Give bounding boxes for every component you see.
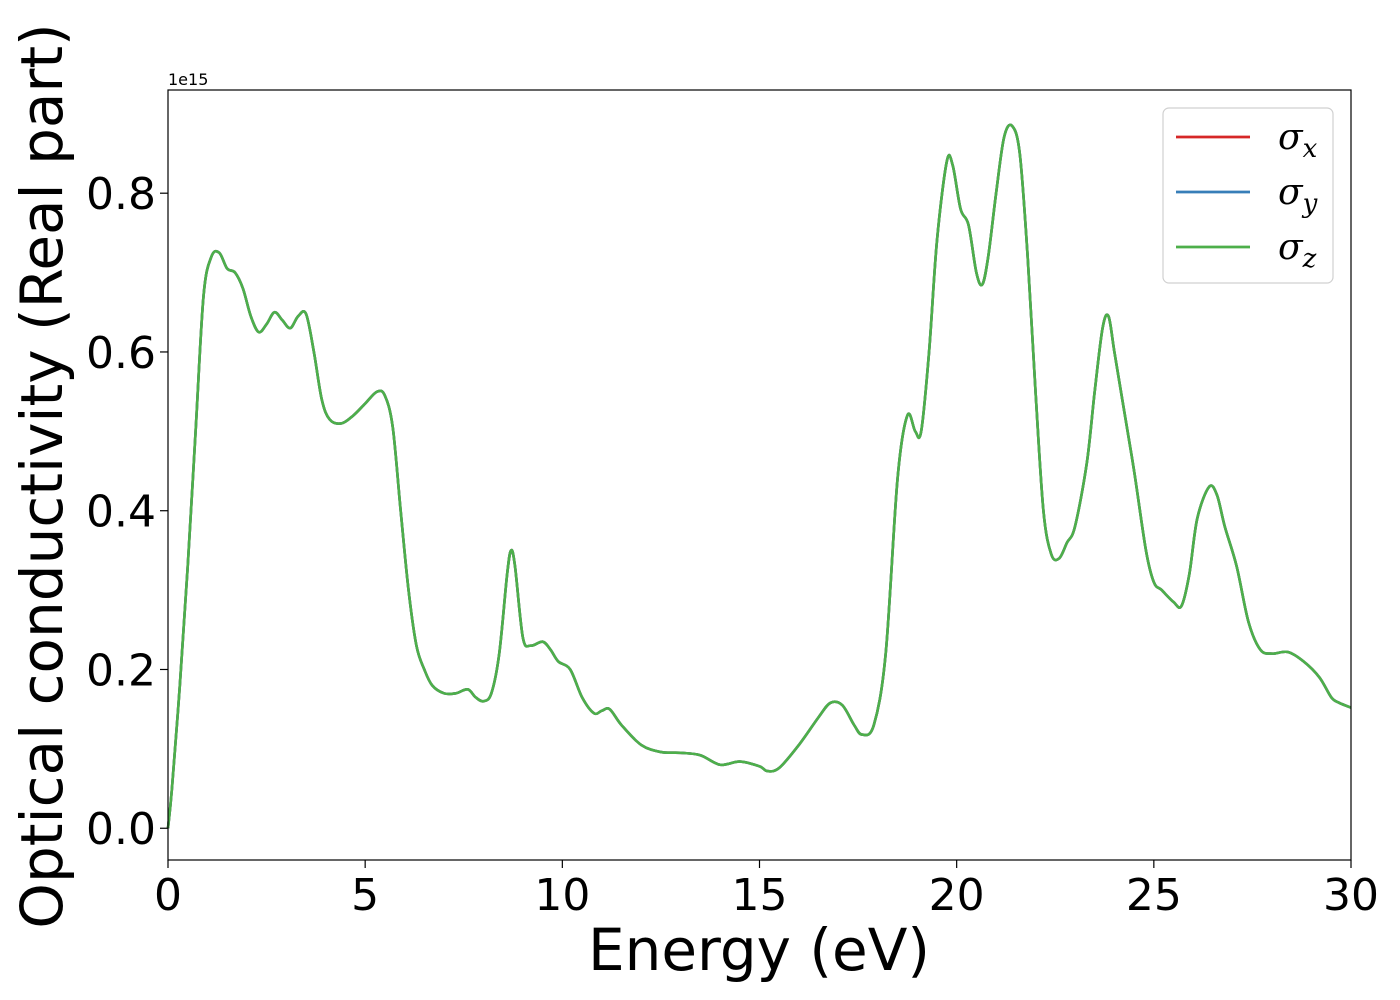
y-tick-label: 0.8 bbox=[86, 169, 156, 220]
x-tick-label: 15 bbox=[732, 870, 788, 921]
x-tick-label: 0 bbox=[154, 870, 182, 921]
x-tick-label: 25 bbox=[1126, 870, 1182, 921]
legend-label-sigma-y: σy bbox=[1278, 172, 1318, 219]
legend-symbol: σ bbox=[1278, 172, 1304, 213]
legend-box bbox=[1162, 107, 1334, 284]
legend-symbol: σ bbox=[1278, 227, 1304, 268]
x-axis-ticks: 0 5 10 15 20 25 30 bbox=[154, 860, 1379, 921]
legend-symbol: σ bbox=[1278, 117, 1304, 158]
legend-subscript: z bbox=[1302, 244, 1317, 274]
legend-label-sigma-x: σx bbox=[1278, 117, 1318, 164]
y-tick-label: 0.2 bbox=[86, 645, 156, 696]
x-tick-label: 30 bbox=[1323, 870, 1379, 921]
y-offset-label: 1e15 bbox=[168, 70, 208, 89]
y-axis-label: Optical conductivity (Real part) bbox=[8, 23, 76, 928]
x-tick-label: 5 bbox=[351, 870, 379, 921]
plot-area bbox=[166, 89, 1352, 861]
series-line-sigma-z bbox=[166, 123, 1352, 829]
y-tick-label: 0.6 bbox=[86, 328, 156, 379]
y-axis-ticks: 0.0 0.2 0.4 0.6 0.8 bbox=[86, 169, 168, 855]
x-tick-label: 20 bbox=[929, 870, 985, 921]
legend-subscript: x bbox=[1303, 134, 1318, 164]
legend-subscript: y bbox=[1302, 189, 1318, 219]
legend-label-sigma-z: σz bbox=[1278, 227, 1317, 274]
y-tick-label: 0.0 bbox=[86, 804, 156, 855]
series-layer bbox=[166, 123, 1352, 829]
x-tick-label: 10 bbox=[534, 870, 590, 921]
x-axis-label: Energy (eV) bbox=[588, 916, 930, 984]
y-tick-label: 0.4 bbox=[86, 487, 156, 538]
